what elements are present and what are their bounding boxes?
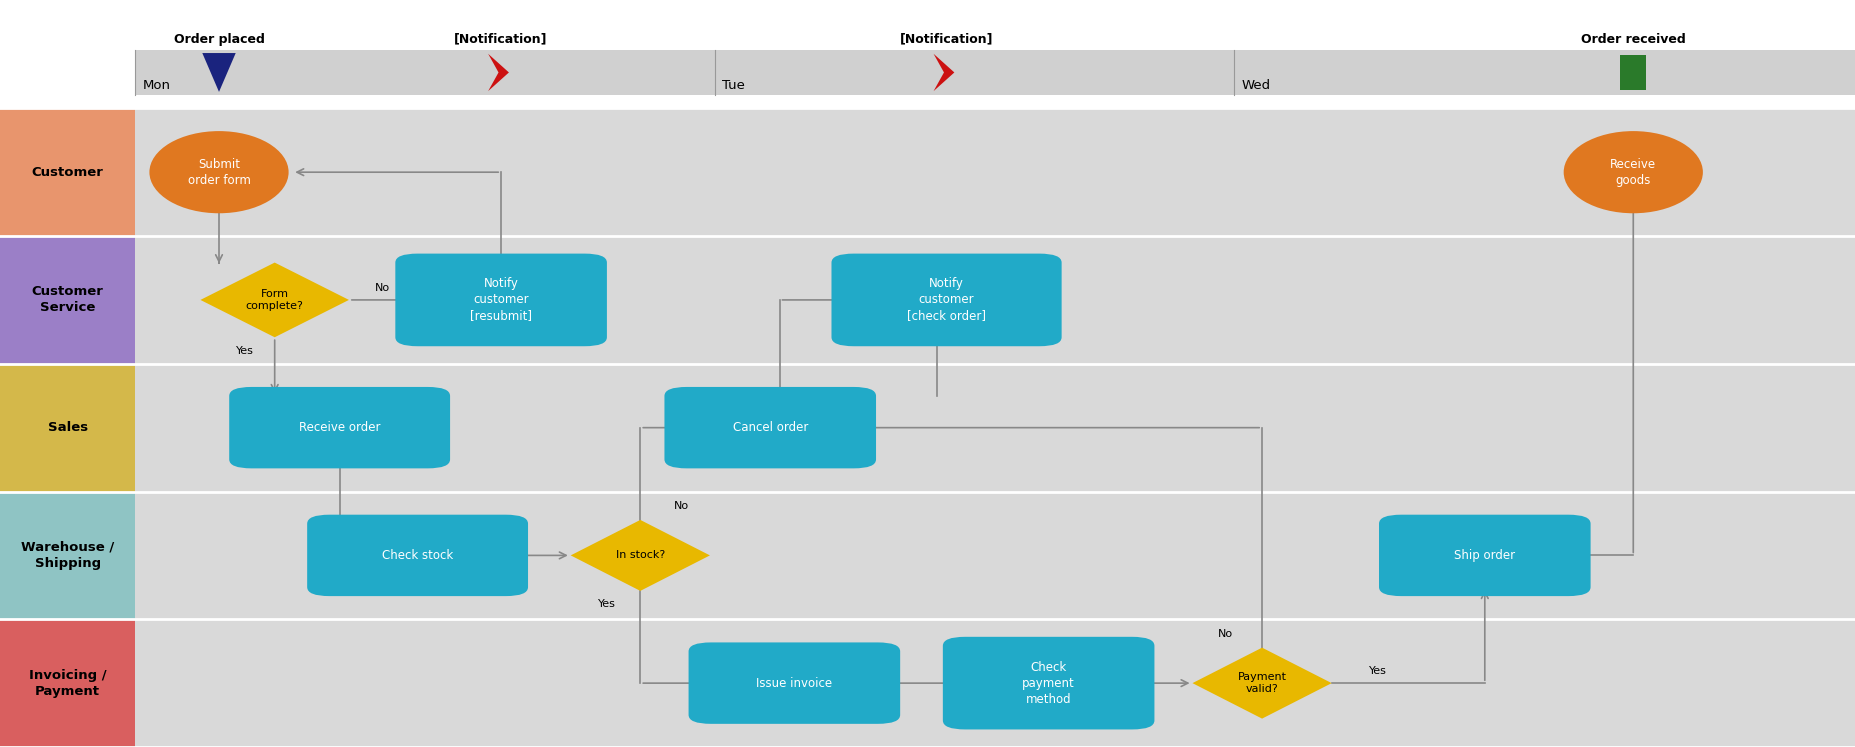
- Text: Mon: Mon: [143, 79, 171, 92]
- FancyBboxPatch shape: [135, 108, 1855, 236]
- FancyBboxPatch shape: [942, 636, 1154, 729]
- Text: [Notification]: [Notification]: [454, 33, 547, 46]
- FancyBboxPatch shape: [0, 108, 135, 236]
- FancyBboxPatch shape: [306, 515, 527, 596]
- Text: Customer
Service: Customer Service: [32, 285, 104, 314]
- Text: No: No: [1217, 629, 1232, 639]
- Text: Customer: Customer: [32, 166, 104, 179]
- Polygon shape: [1191, 648, 1332, 719]
- Polygon shape: [202, 53, 236, 92]
- FancyBboxPatch shape: [230, 387, 449, 468]
- FancyBboxPatch shape: [135, 364, 1855, 492]
- Text: Cancel order: Cancel order: [733, 421, 807, 434]
- Text: Tue: Tue: [722, 79, 744, 92]
- FancyBboxPatch shape: [135, 492, 1855, 619]
- Polygon shape: [933, 54, 953, 91]
- Text: Sales: Sales: [48, 421, 87, 434]
- Ellipse shape: [1562, 131, 1701, 214]
- Text: Check
payment
method: Check payment method: [1022, 660, 1074, 706]
- Text: Notify
customer
[check order]: Notify customer [check order]: [907, 277, 985, 323]
- Text: Order placed: Order placed: [174, 33, 263, 46]
- Text: Wed: Wed: [1241, 79, 1271, 92]
- Text: In stock?: In stock?: [616, 551, 664, 560]
- FancyBboxPatch shape: [135, 236, 1855, 364]
- Text: Submit
order form: Submit order form: [187, 158, 250, 187]
- FancyBboxPatch shape: [135, 50, 1855, 95]
- FancyBboxPatch shape: [135, 619, 1855, 747]
- Polygon shape: [569, 520, 709, 591]
- Text: No: No: [375, 283, 390, 293]
- Text: Check stock: Check stock: [382, 549, 453, 562]
- FancyBboxPatch shape: [1378, 515, 1590, 596]
- Polygon shape: [488, 54, 508, 91]
- Text: Notify
customer
[resubmit]: Notify customer [resubmit]: [469, 277, 532, 323]
- FancyBboxPatch shape: [0, 619, 135, 747]
- Ellipse shape: [148, 131, 288, 214]
- FancyBboxPatch shape: [831, 254, 1061, 347]
- Polygon shape: [200, 262, 349, 338]
- Text: Issue invoice: Issue invoice: [755, 677, 833, 689]
- Text: Receive order: Receive order: [299, 421, 380, 434]
- Text: Yes: Yes: [236, 346, 254, 356]
- Text: Payment
valid?: Payment valid?: [1237, 672, 1286, 694]
- Text: Ship order: Ship order: [1454, 549, 1514, 562]
- Text: Form
complete?: Form complete?: [245, 289, 304, 311]
- Text: Yes: Yes: [1369, 666, 1386, 676]
- Text: Invoicing /
Payment: Invoicing / Payment: [30, 669, 106, 698]
- FancyBboxPatch shape: [664, 387, 876, 468]
- Text: Warehouse /
Shipping: Warehouse / Shipping: [20, 541, 115, 570]
- Text: Receive
goods: Receive goods: [1610, 158, 1655, 187]
- FancyBboxPatch shape: [395, 254, 607, 347]
- Text: [Notification]: [Notification]: [900, 33, 992, 46]
- FancyBboxPatch shape: [0, 236, 135, 364]
- Text: No: No: [673, 501, 688, 512]
- FancyBboxPatch shape: [0, 364, 135, 492]
- Text: Order received: Order received: [1580, 33, 1684, 46]
- FancyBboxPatch shape: [688, 642, 900, 724]
- Text: Yes: Yes: [597, 599, 616, 610]
- FancyBboxPatch shape: [0, 492, 135, 619]
- FancyBboxPatch shape: [1619, 55, 1645, 90]
